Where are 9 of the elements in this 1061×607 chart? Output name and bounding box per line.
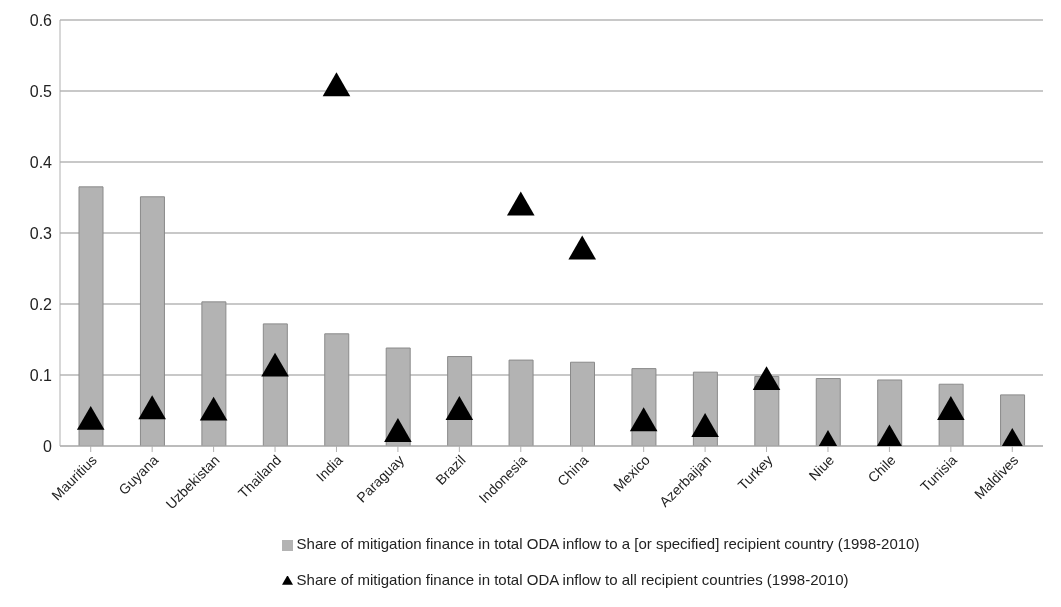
y-tick-label: 0.5 [29, 82, 53, 100]
legend-label: Share of mitigation finance in total ODA inflow to all recipient countries (1998-2010) [296, 571, 849, 588]
y-tick-label: 0 [43, 437, 53, 455]
y-tick-label: 0.1 [29, 366, 53, 384]
y-tick-label: 0.3 [29, 224, 53, 242]
y-tick-label: 0.6 [29, 11, 53, 29]
y-tick-label: 0.2 [29, 295, 53, 313]
y-tick-label: 0.4 [29, 153, 53, 171]
legend-label: Share of mitigation finance in total ODA inflow to a [or specified] recipient country (1998-2010) [296, 535, 920, 552]
